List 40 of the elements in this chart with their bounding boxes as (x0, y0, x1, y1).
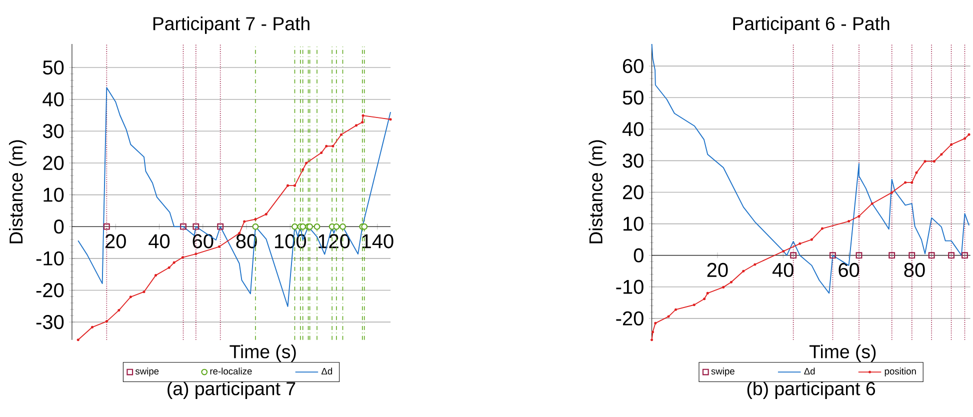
chart-title: Participant 6 - Path (733, 16, 890, 34)
y-tick-label: 50 (42, 60, 64, 75)
x-tick-label: 140 (362, 234, 394, 248)
x-tick-label: 40 (148, 234, 170, 248)
y-tick-label: 50 (622, 90, 644, 105)
legend-label: swipe (711, 368, 734, 376)
legend-label: Δd (321, 368, 332, 374)
y-axis-title: Distance (m) (588, 140, 606, 244)
y-tick-label: -30 (36, 314, 64, 330)
y-tick-label: 20 (43, 156, 64, 170)
y-tick-label: 40 (622, 122, 644, 136)
y-tick-label: 20 (622, 185, 644, 200)
x-axis-title: Time (s) (809, 344, 876, 362)
y-tick-label: 0 (634, 248, 644, 262)
y-tick-label: -20 (36, 283, 64, 298)
legend-label: swipe (135, 368, 159, 376)
x-tick-label: 20 (707, 262, 728, 277)
legend-label: position (884, 368, 916, 376)
y-tick-label: 30 (42, 124, 64, 138)
x-tick-label: 60 (838, 262, 860, 277)
x-tick-label: 60 (192, 234, 214, 248)
x-axis-title: Time (s) (230, 344, 296, 362)
legend-label: Δd (804, 368, 815, 374)
y-tick-label: 40 (42, 92, 64, 106)
y-tick-label: 10 (44, 188, 64, 202)
legend-label: re-localize (210, 368, 252, 374)
y-tick-label: 10 (624, 216, 644, 231)
x-tick-label: 40 (772, 262, 794, 277)
y-tick-label: -10 (616, 280, 644, 294)
y-tick-label: -20 (616, 311, 644, 326)
y-tick-label: -10 (36, 251, 64, 266)
y-tick-label: 0 (54, 219, 64, 234)
x-tick-label: 20 (106, 234, 126, 248)
y-axis-title: Distance (m) (8, 140, 26, 244)
y-tick-label: 30 (622, 154, 644, 168)
x-tick-label: 80 (904, 262, 925, 277)
text: (a) participant 7 (168, 381, 296, 399)
chart-title: Participant 7 - Path (153, 16, 310, 34)
text: (b) participant 6 (747, 381, 876, 399)
y-tick-label: 60 (623, 58, 644, 74)
